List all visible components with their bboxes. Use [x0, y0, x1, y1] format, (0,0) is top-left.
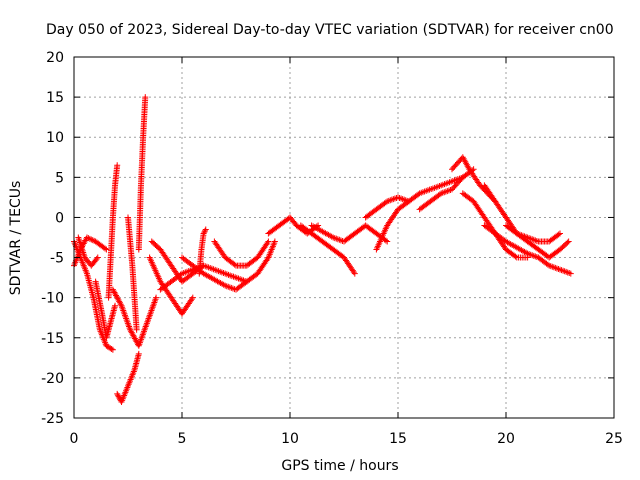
data-point [555, 231, 562, 238]
x-tick-label: 10 [281, 431, 299, 447]
data-point [564, 239, 571, 246]
data-point [177, 271, 184, 278]
data-point [117, 301, 124, 308]
y-axis-ticks: -25 -20 -15 -10 -5 0 5 10 15 20 [41, 50, 614, 427]
x-axis-label: GPS time / hours [281, 458, 398, 474]
data-point [384, 238, 391, 245]
data-point [271, 238, 278, 245]
data-point [201, 229, 208, 236]
data-point [83, 234, 90, 241]
data-point [114, 390, 121, 397]
data-point [103, 246, 110, 253]
y-tick-label: -20 [41, 371, 64, 387]
series-pass-7 [109, 286, 160, 349]
y-tick-label: 20 [46, 50, 64, 66]
data-point [108, 346, 115, 353]
y-axis-label: SDTVAR / TECUs [8, 181, 24, 296]
data-point [93, 255, 100, 262]
series-pass-27 [524, 238, 572, 261]
y-tick-label: 10 [46, 130, 64, 146]
series-pass-20 [373, 174, 466, 253]
series-pass-1 [71, 238, 116, 353]
data-point [202, 227, 209, 234]
data-point [565, 238, 572, 245]
data-point [188, 296, 195, 303]
series-pass-13 [179, 254, 250, 293]
data-point [88, 236, 95, 243]
data-points [71, 94, 574, 405]
data-point [264, 256, 271, 263]
series-pass-10 [146, 254, 196, 317]
data-point [231, 261, 238, 268]
data-point [512, 253, 519, 260]
data-point [133, 326, 140, 333]
x-tick-label: 20 [497, 431, 515, 447]
data-point [89, 237, 96, 244]
series-pass-12 [157, 238, 278, 293]
data-point [102, 245, 109, 252]
series-pass-8 [125, 214, 140, 333]
series-pass-4 [92, 278, 119, 341]
data-point [112, 302, 119, 309]
y-tick-label: -10 [41, 291, 64, 307]
y-tick-label: -15 [41, 331, 64, 347]
x-tick-label: 5 [178, 431, 187, 447]
series-pass-18 [308, 222, 391, 245]
x-tick-label: 15 [389, 431, 407, 447]
data-point [264, 239, 271, 246]
data-point [200, 230, 207, 237]
y-tick-label: -5 [50, 251, 64, 267]
x-axis-ticks: 0 5 10 15 20 25 [70, 57, 623, 447]
series-pass-9 [135, 94, 149, 253]
series-pass-14 [196, 226, 209, 277]
data-point [115, 393, 122, 400]
data-point [189, 294, 196, 301]
chart-title: Day 050 of 2023, Sidereal Day-to-day VTE… [46, 22, 614, 38]
data-point [86, 235, 93, 242]
data-point [94, 254, 101, 261]
data-point [242, 279, 249, 286]
data-point [243, 278, 250, 285]
x-tick-label: 25 [605, 431, 623, 447]
data-point [109, 346, 116, 353]
y-tick-label: 5 [55, 170, 64, 186]
data-point [382, 237, 389, 244]
data-point [114, 162, 121, 169]
plot-frame [73, 56, 615, 419]
series-pass-15 [211, 238, 272, 269]
data-point [351, 270, 358, 277]
data-point [135, 350, 142, 357]
data-point [153, 294, 160, 301]
series-pass-21 [416, 166, 477, 213]
y-tick-label: 0 [55, 210, 64, 226]
data-point [557, 230, 563, 237]
data-point [142, 94, 149, 101]
data-point [114, 392, 121, 399]
data-point [202, 226, 209, 233]
data-point [85, 235, 92, 242]
y-tick-label: -25 [41, 411, 64, 427]
data-point [567, 270, 574, 277]
series-pass-25 [481, 222, 574, 277]
x-tick-label: 0 [70, 431, 79, 447]
series-pass-17 [297, 222, 358, 277]
data-point [350, 269, 357, 276]
y-tick-label: 15 [46, 90, 64, 106]
data-point [265, 238, 272, 245]
data-point [415, 191, 422, 198]
series-pass-3 [75, 234, 101, 269]
series-pass-5 [105, 162, 121, 301]
series-pass-6 [114, 350, 142, 405]
